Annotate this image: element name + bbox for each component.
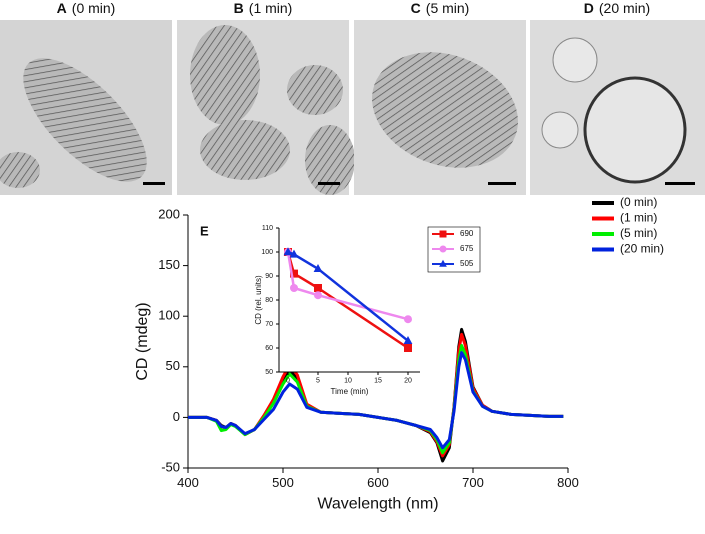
panel-time: (5 min) (426, 0, 470, 16)
y-tick-label: 100 (261, 249, 273, 256)
y-tick-label: 200 (158, 206, 180, 221)
panel-letter: C (411, 0, 421, 16)
y-tick-label: 150 (158, 257, 180, 272)
y-tick-label: 90 (265, 273, 273, 280)
panel-letter: B (234, 0, 244, 16)
inset-legend-frame (427, 226, 481, 273)
panel-caption: A (0 min) (57, 0, 116, 16)
panel-time: (20 min) (599, 0, 650, 16)
micrograph-a (0, 20, 172, 195)
marker (290, 269, 298, 278)
marker (314, 284, 322, 292)
x-tick-label: 600 (367, 475, 389, 490)
micrograph-b (177, 20, 355, 195)
legend-label: 505 (460, 259, 474, 268)
panel-letter: E (200, 223, 209, 238)
legend-label: (1 min) (620, 211, 657, 225)
x-tick-label: 10 (344, 377, 352, 384)
x-tick-label: 500 (272, 475, 294, 490)
x-tick-label: 800 (557, 475, 579, 490)
marker (404, 344, 412, 352)
legend-label: (0 min) (620, 195, 657, 209)
y-tick-label: 0 (173, 409, 180, 424)
inset-background (279, 228, 420, 372)
marker (283, 247, 293, 256)
marker (439, 230, 447, 238)
x-axis-label: Wavelength (nm) (317, 495, 438, 512)
panel-letter: D (584, 0, 594, 16)
marker (439, 259, 447, 267)
marker (314, 291, 322, 300)
panel-time: (0 min) (72, 0, 116, 16)
legend-label: 675 (460, 244, 474, 253)
panel-caption: B (1 min) (234, 0, 293, 16)
panel-caption: C (5 min) (411, 0, 470, 16)
legend-label: (20 min) (620, 242, 664, 256)
legend-label: (5 min) (620, 226, 657, 240)
marker (404, 315, 412, 324)
micrograph-c (354, 20, 526, 195)
y-tick-label: 50 (265, 369, 273, 376)
x-tick-label: 5 (316, 377, 320, 384)
x-tick-label: 20 (404, 377, 412, 384)
micrograph-d (530, 20, 705, 195)
legend-label: 690 (460, 229, 474, 238)
marker (289, 249, 299, 258)
x-axis-label: Time (min) (331, 387, 369, 396)
y-tick-label: 70 (265, 321, 273, 328)
series-line (286, 251, 409, 321)
y-axis-label: CD (mdeg) (134, 302, 151, 380)
marker (439, 245, 447, 253)
y-axis-label: CD (rel. units) (254, 275, 263, 325)
y-tick-label: 80 (265, 297, 273, 304)
panel-letter: A (57, 0, 67, 16)
x-tick-label: 700 (462, 475, 484, 490)
x-tick-label: 400 (177, 475, 199, 490)
y-tick-label: 50 (166, 358, 180, 373)
panel-caption: D (20 min) (584, 0, 650, 16)
y-tick-label: 60 (265, 345, 273, 352)
marker (313, 264, 323, 272)
series-line (188, 351, 564, 450)
y-tick-label: -50 (161, 459, 180, 474)
y-tick-label: 110 (262, 225, 273, 232)
marker (403, 336, 413, 344)
marker (290, 284, 298, 292)
panel-time: (1 min) (249, 0, 293, 16)
x-tick-label: 15 (374, 377, 382, 384)
y-tick-label: 100 (158, 308, 180, 323)
x-tick-label: 0 (286, 377, 290, 384)
